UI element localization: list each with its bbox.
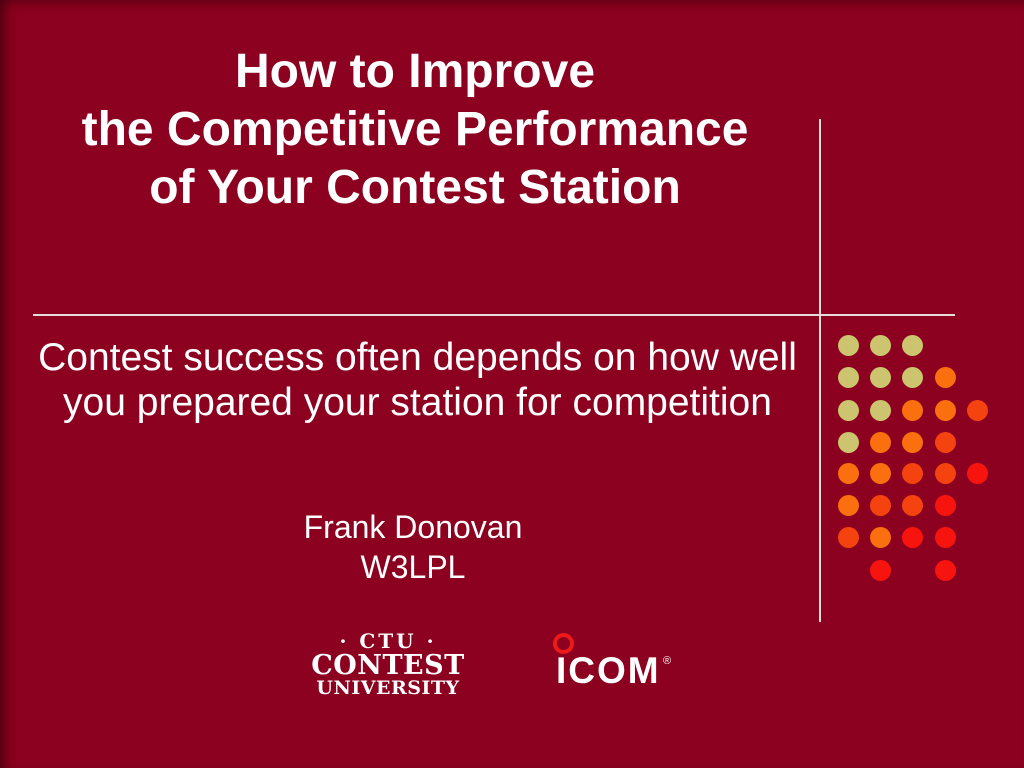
dot: [837, 431, 859, 453]
dot: [869, 334, 891, 356]
dot: [837, 494, 859, 516]
registered-trademark-mark: ®: [663, 655, 672, 667]
ctu-contest-label: CONTEST: [311, 650, 465, 681]
ctu-abbreviation-label: · CTU ·: [339, 629, 437, 653]
horizontal-divider-line: [33, 314, 955, 316]
icom-wordmark: ICOM: [556, 650, 661, 691]
dot: [869, 462, 891, 484]
dot: [869, 494, 891, 516]
dot: [901, 431, 923, 453]
dot: [934, 559, 956, 581]
dot: [901, 494, 923, 516]
dot: [934, 399, 956, 421]
title-line-1: How to Improve: [234, 45, 596, 98]
author-block: Frank Donovan W3LPL: [113, 507, 713, 587]
dot: [901, 526, 923, 548]
slide-subtitle: Contest success often depends on how wel…: [15, 335, 820, 425]
dot: [966, 399, 988, 421]
dot: [901, 462, 923, 484]
dot: [934, 366, 956, 388]
author-name: Frank Donovan: [303, 509, 523, 545]
ctu-university-label: UNIVERSITY: [316, 677, 460, 699]
dot: [869, 559, 891, 581]
vertical-divider-line: [819, 119, 821, 622]
dot: [837, 462, 859, 484]
dot: [966, 462, 988, 484]
dot: [869, 431, 891, 453]
slide-title: How to Improve the Competitive Performan…: [25, 43, 805, 217]
dot: [837, 399, 859, 421]
title-line-3: of Your Contest Station: [149, 161, 681, 214]
dot: [934, 494, 956, 516]
author-callsign: W3LPL: [360, 549, 466, 585]
dot: [869, 526, 891, 548]
ctu-contest-university-logo: · CTU · CONTEST UNIVERSITY: [303, 629, 473, 698]
dot: [837, 334, 859, 356]
subtitle-line-2: you prepared your station for competitio…: [63, 381, 772, 424]
dot: [869, 366, 891, 388]
dot: [934, 462, 956, 484]
subtitle-line-1: Contest success often depends on how wel…: [38, 336, 797, 379]
dot: [934, 431, 956, 453]
dot: [901, 366, 923, 388]
dot: [901, 334, 923, 356]
dot: [934, 526, 956, 548]
dot: [837, 366, 859, 388]
dot: [869, 399, 891, 421]
dot: [837, 526, 859, 548]
icom-logo: ICOM ®: [545, 628, 685, 698]
title-line-2: the Competitive Performance: [81, 103, 749, 156]
icom-ring-icon: [553, 633, 574, 654]
dot: [901, 399, 923, 421]
